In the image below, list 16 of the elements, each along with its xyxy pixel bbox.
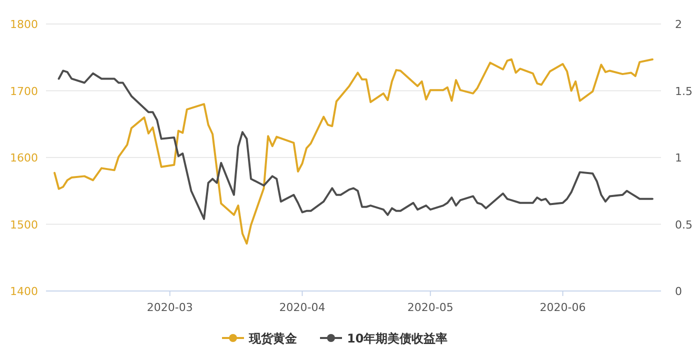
x-tick-label: 2020-04 [279, 301, 326, 314]
y2-tick-label: 0 [675, 285, 682, 298]
legend-label: 10年期美债收益率 [347, 332, 448, 346]
y-tick-label: 1800 [10, 18, 38, 31]
y2-tick-label: 2 [675, 18, 682, 31]
y-tick-label: 1500 [10, 218, 38, 232]
x-tick-label: 2020-03 [146, 301, 193, 314]
y-tick-label: 1600 [10, 152, 38, 164]
y-tick-label: 1400 [10, 285, 38, 298]
y2-tick-label: 1.5 [675, 84, 692, 98]
y-tick-label: 1700 [10, 84, 38, 98]
legend-label: 现货黄金 [248, 332, 298, 346]
x-tick-label: 2020-06 [540, 301, 586, 314]
y2-tick-label: 0.5 [675, 218, 692, 232]
x-tick-label: 2020-05 [407, 301, 454, 314]
y2-tick-label: 1 [675, 152, 682, 164]
